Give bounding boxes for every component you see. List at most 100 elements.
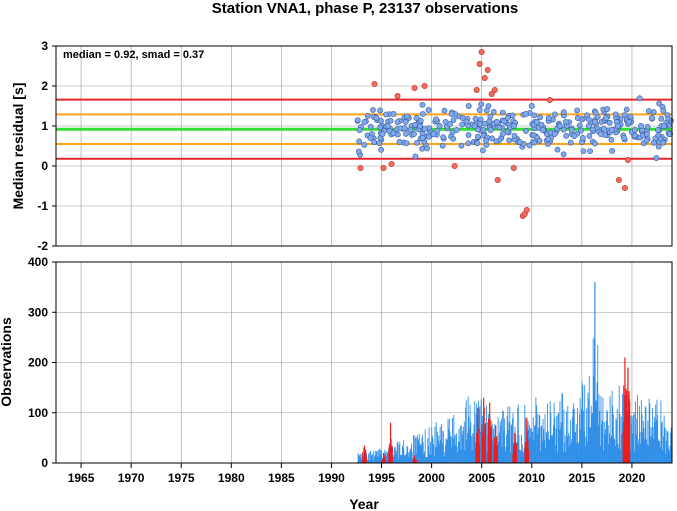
residual-point: [378, 146, 385, 153]
residual-point: [474, 140, 481, 147]
outlier-point: [488, 91, 495, 98]
residual-point: [563, 132, 570, 139]
residual-point: [560, 109, 567, 116]
residual-point: [442, 119, 449, 126]
x-tick-label: 1970: [118, 471, 145, 485]
residual-point: [441, 107, 448, 114]
residual-point: [403, 140, 410, 147]
residual-point: [476, 107, 483, 114]
residual-point: [608, 136, 615, 143]
residual-point: [379, 131, 386, 138]
residual-point: [417, 123, 423, 130]
outlier-point: [388, 161, 395, 168]
residual-point: [560, 126, 567, 133]
outlier-point: [615, 177, 622, 184]
residual-point: [422, 126, 428, 132]
residual-y-tick-label: 3: [41, 39, 48, 53]
residual-point: [560, 151, 567, 158]
residual-point: [355, 148, 362, 155]
residual-point: [465, 140, 472, 147]
residual-point: [574, 115, 581, 122]
outlier-point: [451, 163, 458, 170]
residual-point: [383, 111, 389, 118]
residual-point: [371, 139, 378, 146]
residual-point: [608, 127, 615, 134]
residual-point: [459, 115, 466, 122]
residual-point: [499, 109, 506, 116]
residual-point: [356, 127, 363, 134]
residual-point: [361, 141, 368, 148]
residual-point: [425, 107, 432, 114]
residual-point: [522, 111, 529, 118]
residual-point: [481, 120, 488, 127]
residual-point: [387, 117, 394, 124]
outlier-point: [484, 67, 491, 74]
residual-point: [594, 114, 601, 120]
residual-point: [551, 131, 558, 138]
x-tick-label: 2020: [619, 471, 646, 485]
residual-point: [650, 139, 657, 146]
residual-point: [602, 115, 609, 122]
residual-point: [390, 130, 397, 137]
residual-point: [414, 139, 420, 146]
residual-point: [367, 135, 374, 142]
residual-point: [621, 112, 628, 119]
residual-point: [370, 107, 376, 113]
residual-point: [585, 123, 592, 130]
residual-point: [562, 119, 569, 126]
residual-point: [644, 123, 651, 130]
residual-point: [404, 113, 410, 120]
residual-point: [483, 107, 490, 114]
residual-point: [390, 111, 397, 118]
residual-point: [600, 126, 607, 132]
x-tick-label: 2005: [468, 471, 495, 485]
residual-point: [556, 123, 563, 130]
residual-points: [354, 48, 674, 220]
residual-point: [523, 128, 529, 134]
residual-point: [551, 111, 558, 118]
residual-point: [433, 116, 439, 123]
outlier-point: [621, 185, 628, 192]
residual-point: [574, 107, 581, 114]
residual-point: [480, 126, 487, 133]
outlier-point: [510, 165, 517, 172]
residual-point: [478, 101, 485, 108]
observations-y-tick-label: 200: [28, 356, 48, 370]
residual-point: [453, 127, 460, 134]
observations-x-ticks: 1965 1970 1975 1980 1985 1990 1995 2000 2005 2010…: [68, 463, 646, 485]
residual-y-tick-label: 1: [41, 119, 48, 133]
residual-point: [378, 117, 384, 124]
x-axis-label: Year: [349, 496, 379, 511]
x-tick-label: 1985: [268, 471, 295, 485]
residual-point: [660, 107, 667, 114]
residual-point: [531, 139, 538, 146]
residual-point: [396, 139, 403, 146]
residual-point: [589, 126, 596, 133]
x-tick-label: 2010: [518, 471, 545, 485]
residual-point: [479, 147, 486, 154]
residual-point: [554, 146, 561, 153]
residual-point: [528, 103, 535, 110]
residual-point: [585, 116, 592, 123]
residual-point: [425, 133, 432, 140]
residual-point: [653, 155, 660, 161]
residual-point: [567, 139, 574, 146]
residual-point: [591, 119, 598, 126]
residual-point: [623, 106, 630, 113]
residual-point: [419, 145, 426, 152]
outlier-point: [546, 97, 553, 104]
residual-point: [654, 127, 661, 134]
outlier-point: [421, 83, 428, 90]
residual-point: [586, 133, 593, 139]
outlier-point: [481, 75, 488, 82]
residual-point: [504, 115, 511, 122]
outlier-point: [371, 81, 378, 88]
outlier-point: [523, 207, 530, 214]
residual-point: [655, 143, 662, 150]
residual-point: [576, 122, 583, 129]
residual-point: [424, 145, 430, 152]
residual-point: [650, 109, 657, 115]
residual-point: [439, 142, 446, 149]
